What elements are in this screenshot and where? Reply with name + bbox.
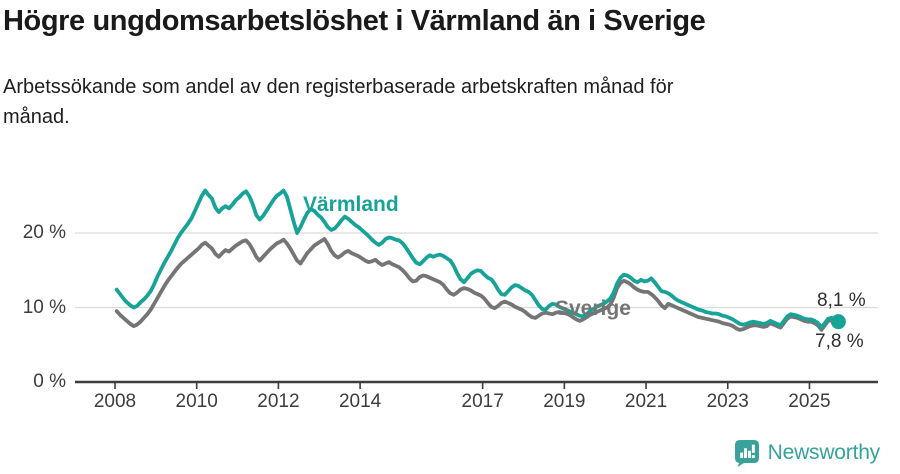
series-line-sverige	[114, 237, 841, 332]
y-axis-tick-label: 10 %	[22, 296, 66, 318]
newsworthy-logo-icon	[734, 440, 759, 467]
page-title: Högre ungdomsarbetslöshet i Värmland än …	[3, 5, 706, 37]
series-label-sverige: Sverige	[555, 297, 631, 320]
end-point-dot	[830, 314, 846, 330]
end-value-label-varmland: 8,1 %	[817, 290, 866, 311]
end-value-label-sverige: 7,8 %	[815, 331, 864, 352]
subtitle-line-2: månad.	[3, 106, 70, 128]
subtitle-line-1: Arbetssökande som andel av den registerb…	[3, 76, 674, 98]
y-axis-tick-label: 0 %	[33, 371, 66, 392]
x-axis-tick-label: 2017	[461, 391, 504, 412]
brand-footer: Newsworthy	[734, 439, 880, 467]
x-axis-tick-label: 2008	[93, 391, 137, 412]
x-axis-tick-label: 2023	[706, 391, 749, 412]
x-axis-tick-label: 2019	[543, 391, 586, 412]
subtitle: Arbetssökande som andel av den registerb…	[3, 72, 883, 132]
x-axis-tick-label: 2012	[257, 391, 300, 412]
series-line-värmland	[114, 188, 841, 330]
y-axis-tick-label: 20 %	[22, 222, 66, 243]
x-axis-tick-label: 2025	[788, 391, 831, 412]
x-axis-tick-label: 2021	[624, 391, 668, 412]
x-axis-tick-label: 2014	[338, 391, 382, 412]
brand-name: Newsworthy	[767, 441, 881, 464]
series-label-varmland: Värmland	[303, 193, 399, 216]
x-axis-tick-label: 2010	[175, 391, 218, 412]
